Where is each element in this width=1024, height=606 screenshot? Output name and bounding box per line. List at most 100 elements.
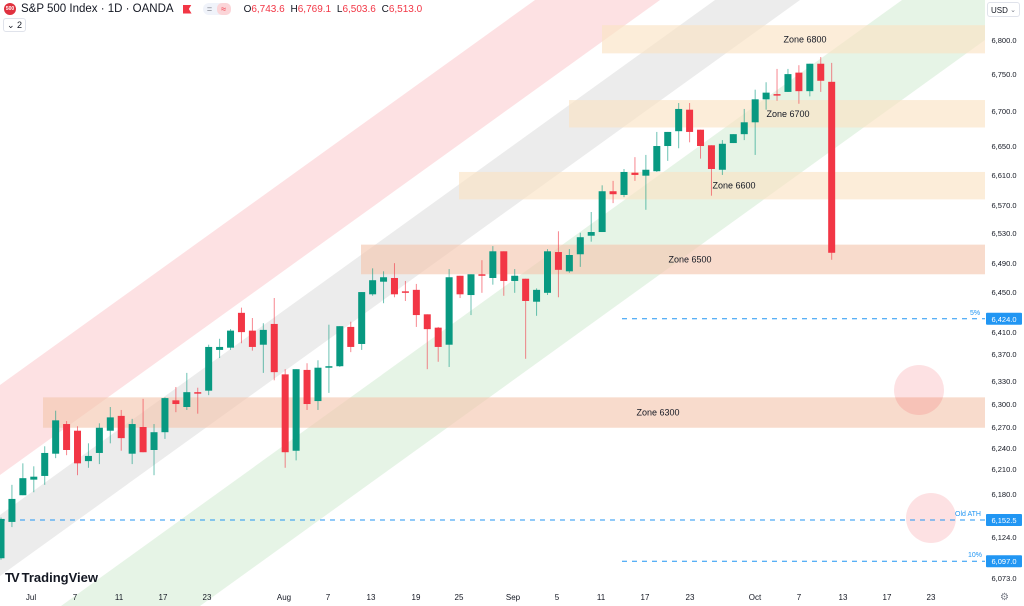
high-label: H xyxy=(290,3,298,15)
candle-body xyxy=(314,367,322,402)
candle xyxy=(554,231,562,298)
candle xyxy=(172,386,180,413)
candle-body xyxy=(106,417,114,431)
candle-body xyxy=(358,292,366,344)
candle-body xyxy=(259,329,267,345)
zone-label: Zone 6500 xyxy=(668,254,711,264)
candle xyxy=(150,424,158,476)
symbol-title[interactable]: S&P 500 Index · 1D · OANDA xyxy=(21,3,174,15)
candle xyxy=(456,275,464,299)
open-value: 6,743.6 xyxy=(251,3,285,15)
flag-icon[interactable] xyxy=(182,4,192,14)
candle xyxy=(336,326,344,367)
candle xyxy=(216,338,224,359)
candle xyxy=(95,423,103,465)
candle-body xyxy=(686,109,694,132)
candle-body xyxy=(347,326,355,347)
candle xyxy=(259,323,267,373)
candle xyxy=(664,131,672,161)
candle-body xyxy=(784,74,792,92)
candle-body xyxy=(74,430,82,464)
candle-body xyxy=(128,424,136,454)
candle xyxy=(183,372,191,410)
candle-body xyxy=(139,427,147,453)
candle xyxy=(533,288,541,316)
candle-body xyxy=(390,277,398,295)
zone-rect[interactable] xyxy=(361,244,985,275)
candle xyxy=(19,463,27,496)
low-label: L xyxy=(336,3,343,15)
candle-body xyxy=(423,314,431,330)
minimize-button[interactable]: = xyxy=(206,4,213,14)
x-tick-label: 23 xyxy=(686,593,695,602)
candle xyxy=(401,280,409,301)
candle xyxy=(227,329,235,350)
zone-rect[interactable] xyxy=(459,171,985,200)
candle xyxy=(817,57,825,92)
candle xyxy=(292,369,300,461)
candle xyxy=(270,298,278,381)
y-tick-label: 6,300.0 xyxy=(991,400,1016,409)
x-tick-label: 17 xyxy=(159,593,168,602)
price-line-label: 5% xyxy=(970,310,980,317)
candle-body xyxy=(270,323,278,373)
candle-body xyxy=(412,289,420,316)
candle-body xyxy=(248,330,256,347)
symbol-logo[interactable]: 500 xyxy=(4,3,16,15)
candle-body xyxy=(817,63,825,81)
zone-rect[interactable] xyxy=(602,25,985,54)
ohlc-readout: O6,743.6 H6,769.1 L6,503.6 C6,513.0 xyxy=(241,4,423,15)
y-tick-label: 6,330.0 xyxy=(991,377,1016,386)
candle-body xyxy=(707,145,715,170)
candle-body xyxy=(653,146,661,172)
highlight-circle xyxy=(906,493,956,543)
indicators-toggle[interactable]: ⌄ 2 xyxy=(3,18,27,32)
price-line-label: Old ATH xyxy=(955,511,981,518)
candle-body xyxy=(336,326,344,367)
compare-button[interactable]: ≈ xyxy=(216,3,231,15)
x-tick-label: 11 xyxy=(115,593,124,602)
candle-body xyxy=(84,455,92,462)
zone-rect[interactable] xyxy=(43,397,985,428)
chevron-down-icon: ⌄ xyxy=(1010,7,1016,14)
candle xyxy=(237,307,245,344)
candle xyxy=(303,363,311,410)
close-label: C xyxy=(381,3,389,15)
chart-buttons: = ≈ xyxy=(202,3,231,15)
candle-body xyxy=(806,63,814,92)
candle-body xyxy=(642,169,650,176)
x-tick-label: 17 xyxy=(641,593,650,602)
settings-gear-icon[interactable]: ⚙ xyxy=(1000,592,1009,603)
candle xyxy=(194,387,202,414)
candle xyxy=(729,134,737,144)
y-tick-label: 6,490.0 xyxy=(991,259,1016,268)
candle xyxy=(522,278,530,359)
candle xyxy=(784,68,792,92)
candle-body xyxy=(216,346,224,350)
candle-body xyxy=(161,398,169,433)
candle xyxy=(139,398,147,453)
tradingview-logo[interactable]: TV TradingView xyxy=(5,570,98,585)
high-value: 6,769.1 xyxy=(297,3,332,15)
candle-body xyxy=(292,369,300,451)
zone-rect[interactable] xyxy=(569,100,985,128)
candle-body xyxy=(205,346,213,391)
y-tick-label: 6,370.0 xyxy=(991,350,1016,359)
x-tick-label: 7 xyxy=(73,593,78,602)
candle-body xyxy=(762,92,770,100)
y-tick-label: 6,410.0 xyxy=(991,328,1016,337)
price-line-value: 6,097.0 xyxy=(991,557,1016,566)
candle-body xyxy=(227,330,235,348)
currency-select[interactable]: USD ⌄ xyxy=(987,2,1020,17)
candle xyxy=(576,232,584,267)
candle xyxy=(587,212,595,242)
candle-body xyxy=(194,392,202,394)
candle-body xyxy=(380,277,388,282)
candle-body xyxy=(828,81,836,253)
x-tick-label: 19 xyxy=(412,593,421,602)
x-tick-label: 23 xyxy=(203,593,212,602)
candle xyxy=(511,269,519,293)
candle xyxy=(325,324,333,393)
indicators-count: 2 xyxy=(17,20,23,30)
